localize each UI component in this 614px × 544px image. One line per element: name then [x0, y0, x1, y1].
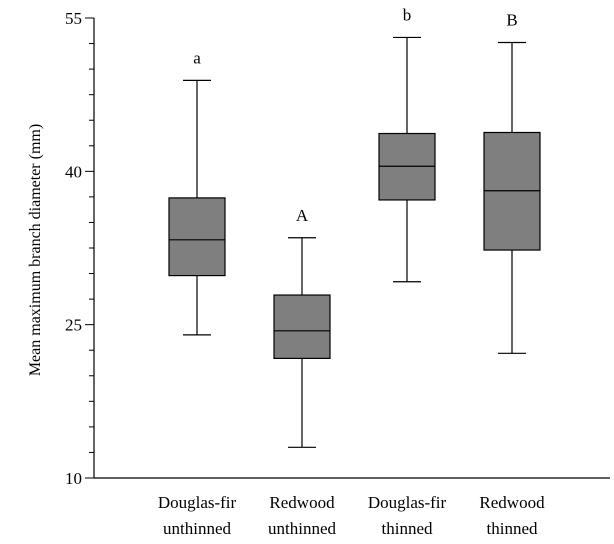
significance-label: b	[403, 5, 412, 24]
significance-label: a	[193, 48, 201, 67]
x-category-label: thinned	[487, 519, 538, 538]
iqr-box	[168, 197, 226, 277]
x-category-label: unthinned	[268, 519, 336, 538]
y-tick-label: 25	[65, 316, 82, 335]
y-tick-label: 10	[65, 469, 82, 488]
x-category-label: Redwood	[269, 493, 335, 512]
y-tick-label: 40	[65, 162, 82, 181]
y-axis-label: Mean maximum branch diameter (mm)	[27, 124, 44, 376]
box-group: B	[483, 11, 541, 354]
x-category-label: Douglas-fir	[368, 493, 447, 512]
box-group: b	[378, 5, 436, 283]
x-category-label: unthinned	[163, 519, 231, 538]
x-category-label: Douglas-fir	[158, 493, 237, 512]
x-category-label: Redwood	[479, 493, 545, 512]
y-axis: 10 25 40 55	[65, 9, 95, 488]
box-group: A	[273, 206, 331, 448]
significance-label: A	[296, 206, 309, 225]
significance-label: B	[506, 11, 517, 30]
y-tick-label: 55	[65, 9, 82, 28]
x-category-label: thinned	[382, 519, 433, 538]
boxes: a Ab B	[168, 5, 541, 448]
iqr-box	[273, 294, 331, 359]
box-group: a	[168, 48, 226, 336]
category-labels: Douglas-fir unthinned Redwood unthinned Doug…	[158, 493, 545, 538]
